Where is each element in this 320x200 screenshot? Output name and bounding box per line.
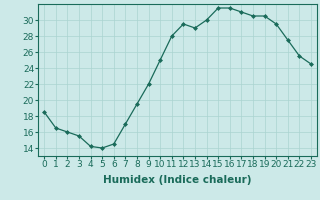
X-axis label: Humidex (Indice chaleur): Humidex (Indice chaleur) xyxy=(103,175,252,185)
